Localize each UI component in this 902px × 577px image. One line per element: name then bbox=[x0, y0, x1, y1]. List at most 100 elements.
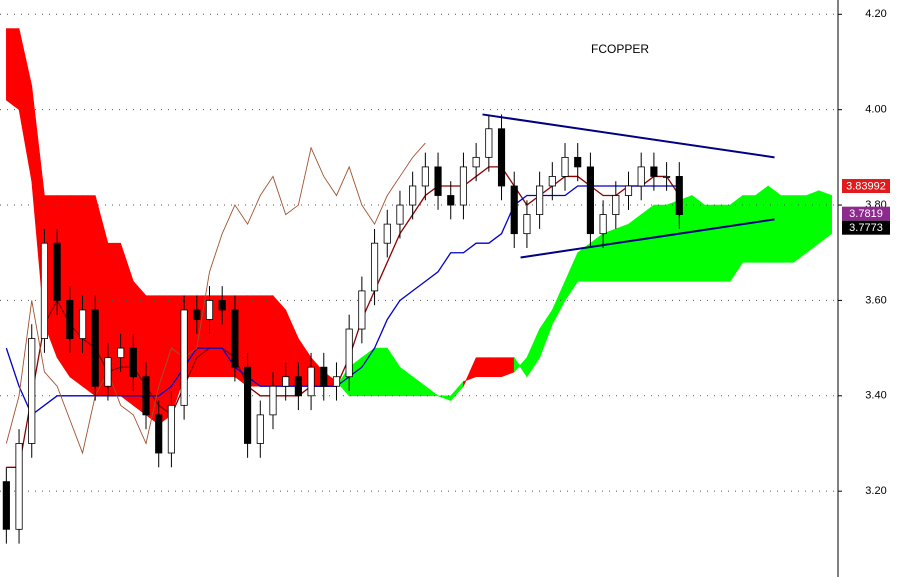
candle-body bbox=[53, 242, 61, 301]
candle-body bbox=[409, 185, 417, 206]
candle-body bbox=[218, 300, 226, 311]
cloud-segment bbox=[755, 185, 769, 263]
cloud-segment bbox=[69, 195, 83, 387]
candle-body bbox=[104, 357, 112, 387]
candle-body bbox=[15, 443, 23, 530]
cloud-segment bbox=[539, 308, 553, 358]
cloud-segment bbox=[513, 356, 528, 378]
cloud-segment bbox=[285, 309, 299, 387]
candle-body bbox=[78, 309, 87, 339]
candle-body bbox=[675, 176, 683, 215]
candle-body bbox=[459, 166, 468, 206]
candle-body bbox=[142, 376, 150, 416]
price-label: 3.7819 bbox=[849, 208, 883, 220]
cloud-segment bbox=[717, 204, 731, 282]
candle-body bbox=[574, 156, 582, 168]
candle-body bbox=[256, 414, 264, 444]
y-tick-label: 3.60 bbox=[865, 294, 886, 306]
cloud-segment bbox=[793, 195, 807, 263]
candle-body bbox=[624, 185, 633, 196]
price-label-box bbox=[842, 220, 890, 235]
y-tick-label: 4.00 bbox=[865, 104, 886, 116]
candle-body bbox=[637, 166, 645, 187]
candle-body bbox=[167, 404, 175, 454]
candle-body bbox=[586, 166, 594, 235]
candle-body bbox=[332, 376, 341, 387]
cloud-segment bbox=[6, 28, 20, 111]
price-label: 3.7773 bbox=[849, 222, 883, 234]
price-label: 3.83992 bbox=[846, 180, 886, 192]
chart-title: FCOPPER bbox=[591, 42, 649, 56]
candle-body bbox=[155, 414, 163, 454]
candle-body bbox=[269, 385, 277, 416]
cloud-segment bbox=[564, 252, 579, 302]
cloud-segment bbox=[374, 347, 388, 397]
cloud-segment bbox=[818, 190, 832, 244]
candle-body bbox=[358, 290, 366, 330]
candle-body bbox=[129, 347, 137, 378]
cloud-segment bbox=[704, 204, 718, 282]
cloud-segment bbox=[501, 357, 515, 378]
candle-body bbox=[434, 166, 442, 196]
candle-body bbox=[548, 176, 556, 187]
candle-body bbox=[307, 366, 315, 397]
cloud-segment bbox=[653, 204, 667, 282]
candle-body bbox=[510, 185, 518, 235]
candle-body bbox=[612, 195, 620, 215]
cloud-segment bbox=[729, 194, 744, 283]
cloud-segment bbox=[463, 357, 477, 387]
candle-body bbox=[180, 309, 188, 406]
cloud-segment bbox=[361, 347, 375, 397]
candle-body bbox=[561, 156, 569, 177]
cloud-segment bbox=[18, 28, 33, 182]
cloud-segment bbox=[640, 204, 655, 282]
cloud-segment bbox=[488, 357, 502, 378]
candle-body bbox=[345, 328, 353, 378]
cloud-segment bbox=[412, 376, 426, 397]
cloud-segment bbox=[691, 194, 705, 282]
trendline bbox=[482, 113, 775, 159]
y-tick-label: 4.20 bbox=[865, 8, 886, 20]
cloud-segment bbox=[805, 190, 820, 254]
cloud-segment bbox=[475, 357, 490, 378]
price-label-box bbox=[842, 206, 890, 221]
candle-body bbox=[536, 185, 544, 215]
y-tick-label: 3.40 bbox=[865, 390, 886, 402]
cloud-segment bbox=[425, 385, 439, 397]
cloud-segment bbox=[590, 233, 604, 282]
candle-body bbox=[472, 156, 480, 168]
cloud-segment bbox=[552, 281, 566, 325]
cloud-segment bbox=[615, 223, 629, 282]
candle-body bbox=[383, 223, 391, 244]
candle-body bbox=[193, 309, 201, 320]
cloud-segment bbox=[526, 328, 540, 378]
cloud-segment bbox=[602, 228, 617, 282]
y-tick-label: 3.20 bbox=[865, 485, 886, 497]
candle-body bbox=[663, 176, 671, 178]
indicator-line bbox=[5, 185, 680, 416]
candle-body bbox=[244, 366, 252, 444]
candle-body bbox=[523, 214, 531, 235]
candle-body bbox=[117, 347, 125, 359]
candle-body bbox=[320, 366, 328, 387]
candle-body bbox=[370, 242, 379, 292]
price-label-box bbox=[842, 179, 890, 194]
cloud-segment bbox=[450, 380, 464, 402]
cloud-segment bbox=[628, 213, 642, 282]
cloud-segment bbox=[259, 295, 274, 387]
candle-body bbox=[28, 338, 36, 444]
candle-body bbox=[650, 166, 658, 177]
candle-body bbox=[485, 128, 493, 158]
candle-body bbox=[282, 376, 290, 387]
cloud-segment bbox=[120, 243, 134, 406]
candle-body bbox=[231, 309, 239, 368]
candle-body bbox=[447, 195, 455, 206]
candle-body bbox=[497, 128, 506, 187]
cloud-segment bbox=[272, 294, 286, 387]
candle-body bbox=[205, 300, 214, 320]
candle-body bbox=[2, 481, 10, 530]
indicator-line bbox=[5, 142, 426, 455]
candle-body bbox=[421, 166, 429, 187]
candle-body bbox=[294, 376, 302, 397]
